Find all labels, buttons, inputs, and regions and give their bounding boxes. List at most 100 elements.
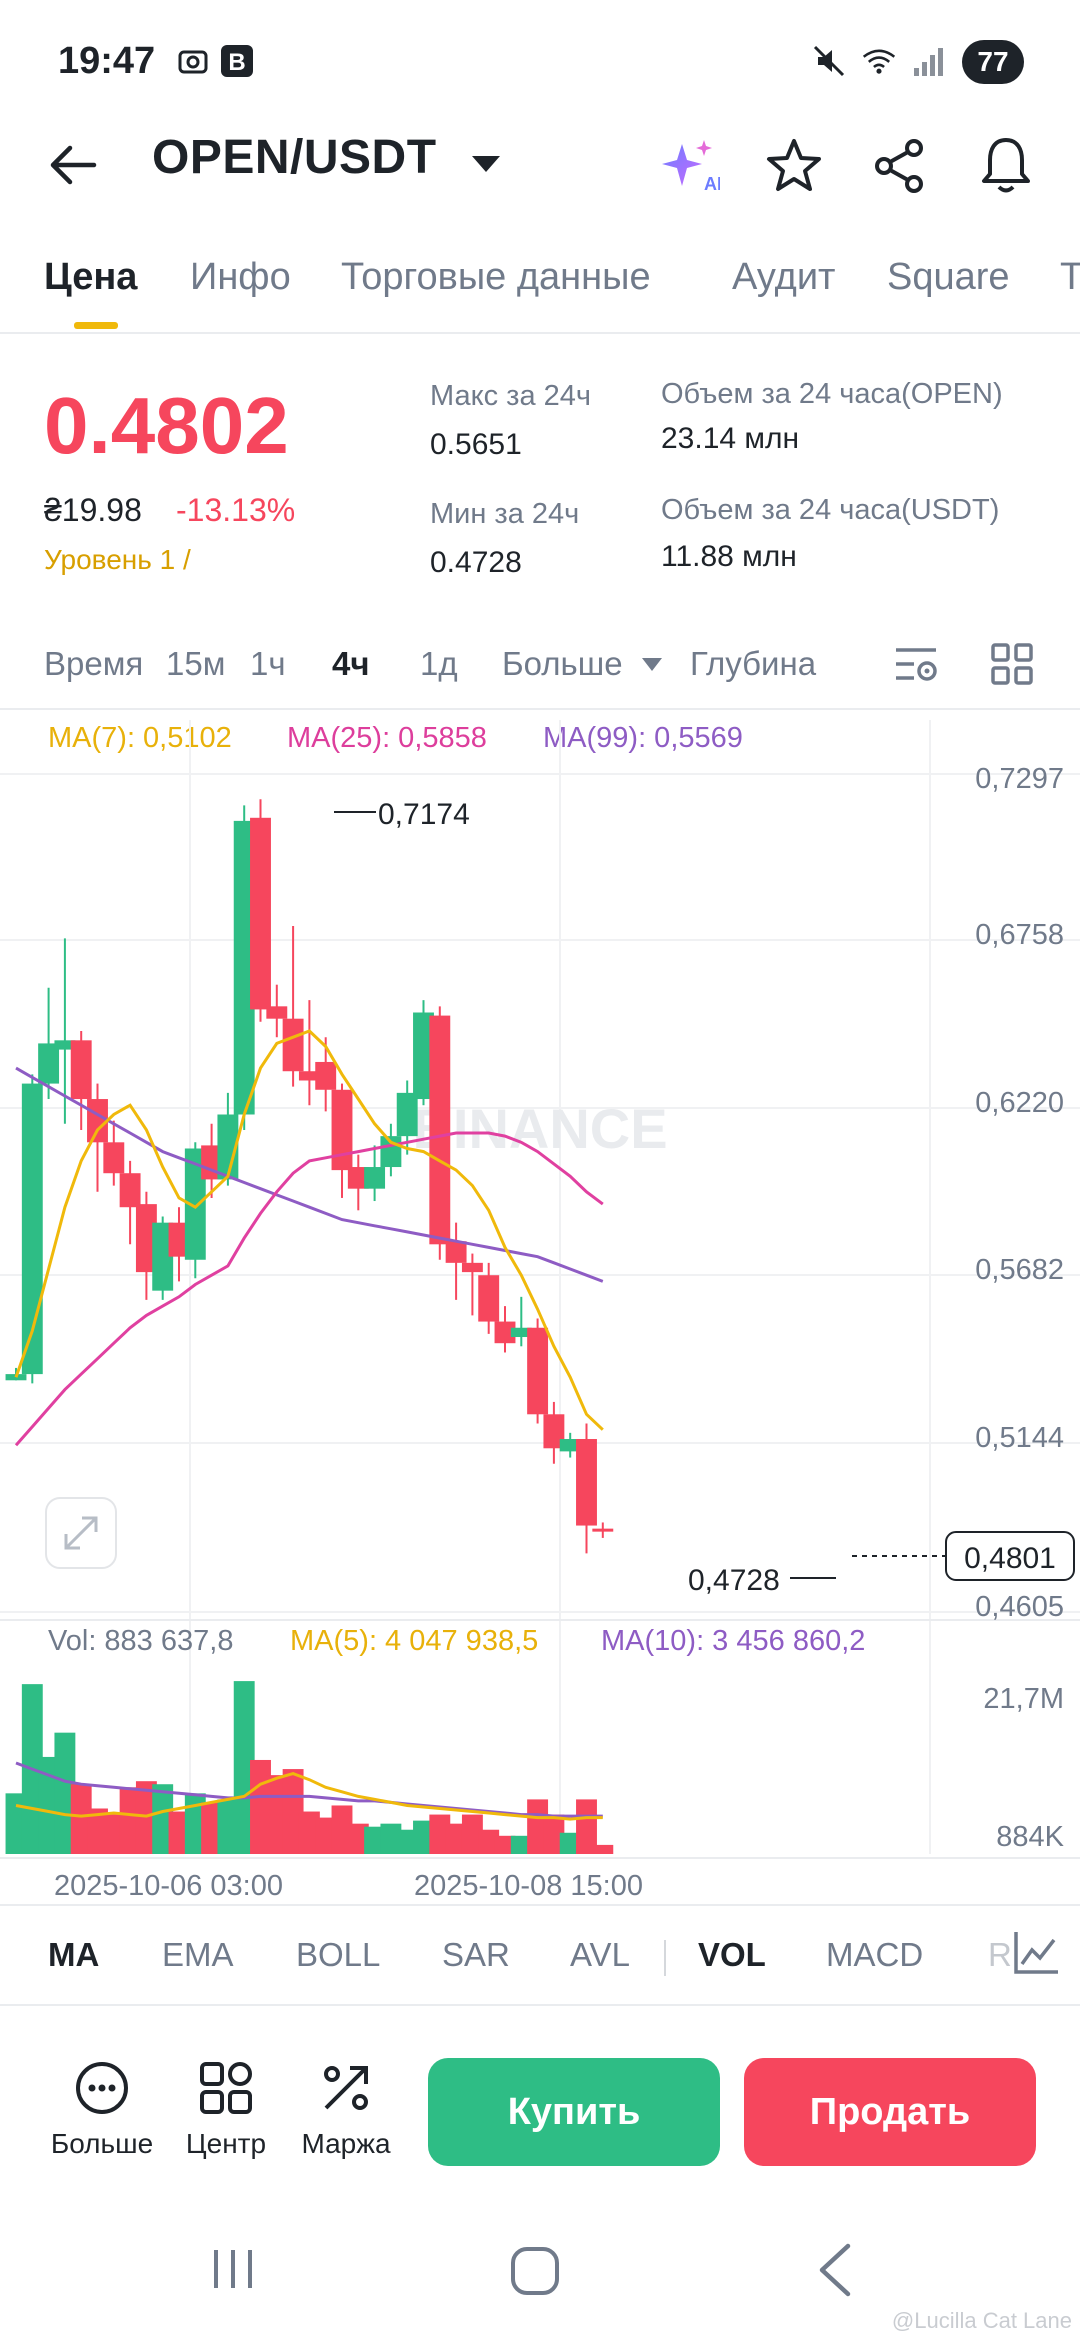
volume-bar bbox=[413, 1820, 434, 1854]
vol-usdt-value: 11.88 млн bbox=[661, 540, 797, 573]
user-watermark: @Lucilla Cat Lane bbox=[891, 2308, 1072, 2333]
layout-grid-icon[interactable] bbox=[990, 642, 1034, 686]
binance-watermark: BINANCE bbox=[412, 1097, 667, 1160]
candle-body bbox=[396, 1092, 418, 1137]
candle-body bbox=[592, 1528, 614, 1532]
candle-body bbox=[217, 1114, 239, 1180]
volume-bar bbox=[217, 1799, 239, 1854]
divider bbox=[0, 2004, 1080, 2006]
candle-body bbox=[54, 1040, 76, 1050]
candle-body bbox=[70, 1040, 92, 1100]
indicator-macd[interactable]: MACD bbox=[826, 1936, 924, 1973]
ma99-line bbox=[15, 1066, 604, 1283]
chevron-down-icon[interactable] bbox=[640, 656, 664, 674]
volume-bar bbox=[54, 1732, 76, 1854]
timeframe-15m[interactable]: 15м bbox=[166, 645, 226, 682]
volume-bar bbox=[315, 1817, 337, 1854]
timeframe-1d[interactable]: 1д bbox=[420, 645, 458, 682]
candle-body bbox=[331, 1089, 353, 1171]
back-nav-icon[interactable] bbox=[814, 2242, 854, 2298]
timeframe-1h[interactable]: 1ч bbox=[250, 645, 286, 682]
timeframe-4h[interactable]: 4ч bbox=[332, 645, 370, 682]
time-label[interactable]: Время bbox=[44, 645, 144, 682]
tab-price[interactable]: Цена bbox=[44, 256, 138, 298]
low-marker-label: 0,4728 bbox=[688, 1564, 780, 1597]
bell-icon[interactable] bbox=[976, 134, 1036, 196]
tab-trading-data[interactable]: Торговые данные bbox=[341, 256, 651, 298]
vol-usdt-label: Объем за 24 часа(USDT) bbox=[661, 494, 1000, 526]
ma7-line bbox=[14, 1029, 604, 1431]
signal-icon bbox=[914, 48, 943, 76]
chart-settings-icon[interactable] bbox=[892, 642, 940, 688]
home-icon[interactable] bbox=[508, 2244, 562, 2298]
tab-info[interactable]: Инфо bbox=[190, 256, 291, 298]
high-marker-label: 0,7174 bbox=[378, 798, 470, 831]
candle-body bbox=[461, 1262, 483, 1273]
indicator-ma[interactable]: MA bbox=[48, 1936, 100, 1973]
candle-body bbox=[494, 1321, 516, 1344]
volume-bar bbox=[152, 1784, 174, 1854]
volume-bar bbox=[298, 1811, 320, 1854]
wifi-icon bbox=[862, 49, 896, 74]
candle-body bbox=[152, 1222, 174, 1291]
ma99-legend: MA(99): 0,5569 bbox=[543, 722, 743, 754]
candle-body bbox=[429, 1015, 451, 1245]
candle-body bbox=[347, 1167, 369, 1189]
margin-action-label[interactable]: Маржа bbox=[301, 2128, 391, 2159]
vol-open-value: 23.14 млн bbox=[661, 422, 800, 455]
divider bbox=[0, 708, 1080, 710]
volume-bar bbox=[266, 1775, 288, 1854]
svg-text:B: B bbox=[228, 49, 245, 76]
indicator-ema[interactable]: EMA bbox=[162, 1936, 234, 1973]
ai-sparkle-icon[interactable]: AI bbox=[660, 136, 720, 196]
candlestick-chart[interactable]: BINANCE 0,72970,67580,62200,56820,51440,… bbox=[0, 700, 1080, 1900]
volume-bar bbox=[494, 1835, 516, 1854]
center-action-label[interactable]: Центр bbox=[185, 2128, 267, 2159]
recent-apps-icon[interactable] bbox=[208, 2244, 258, 2294]
vol-axis-bottom: 884K bbox=[996, 1821, 1064, 1853]
y-axis-labels: 0,7297 0,6758 0,6220 0,5682 0,5144 0,4605 bbox=[975, 763, 1064, 1623]
indicator-sar[interactable]: SAR bbox=[442, 1936, 510, 1973]
volume-bar bbox=[380, 1823, 402, 1854]
volume-bar bbox=[5, 1793, 27, 1854]
tab-more-cut[interactable]: Т bbox=[1060, 256, 1080, 298]
back-arrow-icon[interactable] bbox=[44, 140, 104, 190]
indicator-boll[interactable]: BOLL bbox=[296, 1936, 381, 1973]
y-axis-label: 0,5144 bbox=[975, 1422, 1064, 1454]
depth-tab[interactable]: Глубина bbox=[690, 645, 817, 682]
candle-body bbox=[21, 1083, 43, 1375]
center-grid-icon[interactable] bbox=[198, 2060, 254, 2116]
more-action-label[interactable]: Больше bbox=[50, 2128, 154, 2159]
timeframe-more[interactable]: Больше bbox=[502, 645, 623, 682]
candle-body bbox=[119, 1173, 141, 1208]
volume-bar bbox=[201, 1802, 223, 1854]
candle-body bbox=[543, 1414, 565, 1449]
margin-icon[interactable] bbox=[318, 2060, 374, 2116]
indicator-settings-icon[interactable] bbox=[1010, 1926, 1062, 1978]
status-bar: 19:47 B 77 bbox=[0, 0, 1080, 120]
tab-square[interactable]: Square bbox=[887, 256, 1010, 298]
y-axis-label: 0,6758 bbox=[975, 919, 1064, 951]
volume-bar bbox=[576, 1799, 597, 1854]
share-icon[interactable] bbox=[870, 136, 930, 196]
low-24h-value: 0.4728 bbox=[430, 546, 522, 579]
indicator-vol[interactable]: VOL bbox=[698, 1936, 766, 1973]
level-label[interactable]: Уровень 1 / bbox=[44, 544, 191, 575]
chevron-down-icon[interactable] bbox=[470, 152, 502, 176]
pair-title[interactable]: OPEN/USDT bbox=[152, 131, 437, 184]
status-time: 19:47 bbox=[58, 40, 156, 82]
indicator-avl[interactable]: AVL bbox=[570, 1936, 630, 1973]
sell-button[interactable]: Продать bbox=[744, 2058, 1036, 2166]
vol-ma10-legend: MA(10): 3 456 860,2 bbox=[601, 1625, 865, 1657]
tab-audit[interactable]: Аудит bbox=[732, 256, 836, 298]
volume-bar bbox=[527, 1799, 549, 1854]
more-dots-icon[interactable] bbox=[74, 2060, 130, 2116]
candle-body bbox=[315, 1061, 337, 1090]
volume-bar bbox=[38, 1756, 60, 1854]
vol-axis-top: 21,7M bbox=[983, 1683, 1064, 1715]
buy-button[interactable]: Купить bbox=[428, 2058, 720, 2166]
star-icon[interactable] bbox=[764, 136, 824, 196]
candle-body bbox=[510, 1327, 532, 1338]
candle-body bbox=[184, 1148, 206, 1260]
indicator-rsi-cut[interactable]: R bbox=[988, 1936, 1012, 1973]
